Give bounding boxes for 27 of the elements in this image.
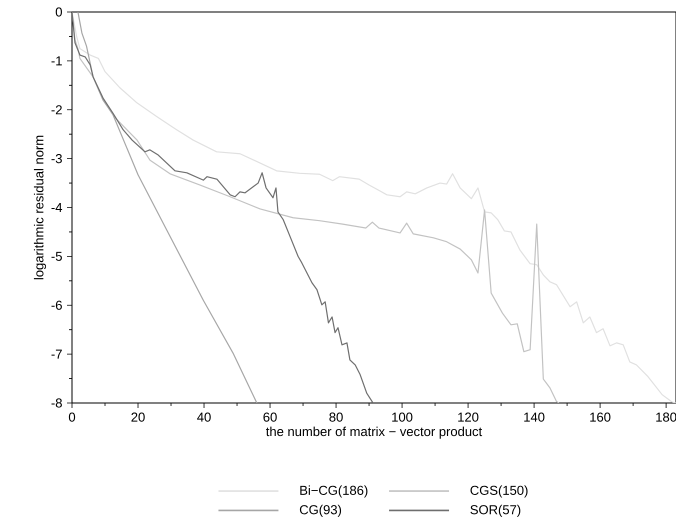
y-tick-label: -8 (51, 398, 62, 408)
x-tick-label: 40 (197, 412, 211, 422)
legend-label: Bi−CG(186) (300, 485, 368, 498)
line-series (72, 12, 374, 403)
line-series (77, 12, 258, 403)
y-tick-label: -1 (51, 56, 62, 66)
x-tick-label: 60 (263, 412, 277, 422)
x-tick-label: 180 (656, 412, 676, 422)
x-axis-title: the number of matrix − vector product (266, 426, 482, 439)
x-tick-label: 80 (329, 412, 343, 422)
legend-label: CG(93) (300, 504, 342, 517)
legend-label: CGS(150) (470, 485, 528, 498)
x-tick-label: 160 (590, 412, 610, 422)
x-tick-label: 120 (458, 412, 478, 422)
y-tick-label: 0 (56, 7, 62, 17)
x-tick-label: 20 (131, 412, 145, 422)
y-tick-label: -6 (51, 300, 62, 310)
x-tick-label: 0 (68, 412, 76, 422)
y-tick-label: -5 (51, 252, 62, 261)
y-tick-label: -4 (51, 203, 62, 212)
y-axis-title: logarithmic residual norm (34, 136, 46, 280)
y-tick-label: -7 (51, 350, 62, 359)
x-tick-label: 140 (524, 412, 544, 422)
y-tick-label: -2 (51, 105, 62, 114)
y-tick-label: -3 (51, 154, 62, 164)
legend-label: SOR(57) (470, 504, 520, 517)
x-tick-label: 100 (392, 412, 412, 422)
